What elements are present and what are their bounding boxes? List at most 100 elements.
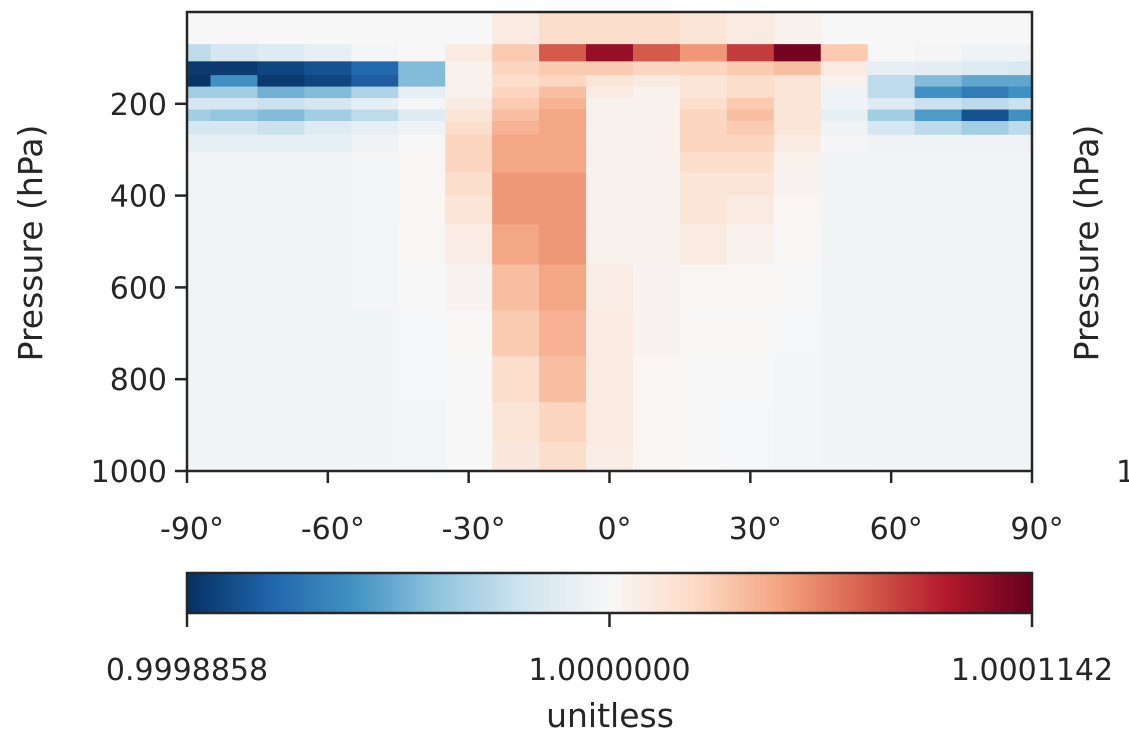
y-axis-label: Pressure (hPa) xyxy=(11,125,50,362)
heatmap-cell xyxy=(773,86,822,99)
heatmap-cell xyxy=(539,356,587,403)
heatmap-cell xyxy=(257,86,305,99)
heatmap-cell xyxy=(726,442,775,471)
heatmap-cell xyxy=(679,44,728,62)
heatmap-cell xyxy=(187,310,212,357)
heatmap-cell xyxy=(398,61,446,76)
heatmap-cell xyxy=(586,61,634,76)
heatmap-cell xyxy=(820,109,869,122)
colorbar-tick-label: 0.9998858 xyxy=(106,653,268,688)
heatmap-cell xyxy=(539,121,587,136)
heatmap-cell xyxy=(773,172,822,197)
heatmap-cell xyxy=(820,12,869,45)
heatmap-cell xyxy=(632,442,681,471)
heatmap-cell xyxy=(961,264,1010,311)
heatmap-cell xyxy=(679,12,728,45)
heatmap-cell xyxy=(961,152,1010,174)
heatmap-cell xyxy=(398,134,446,153)
heatmap-cell xyxy=(820,402,869,443)
heatmap-cell xyxy=(820,310,869,357)
heatmap-cell xyxy=(914,402,963,443)
heatmap-cell xyxy=(539,402,587,443)
heatmap-cell xyxy=(351,264,399,311)
heatmap-cell xyxy=(586,121,634,136)
heatmap-cell xyxy=(257,75,305,88)
heatmap-cell xyxy=(539,75,587,88)
heatmap-cell xyxy=(539,195,587,225)
heatmap-cell xyxy=(398,44,446,62)
x-tick-label: -90° xyxy=(160,512,224,547)
heatmap-cell xyxy=(726,152,775,174)
heatmap-cell xyxy=(398,98,446,111)
heatmap-cell xyxy=(867,310,916,357)
heatmap-cell xyxy=(445,152,493,174)
heatmap-cell xyxy=(445,109,493,122)
heatmap-cell xyxy=(586,224,634,266)
heatmap-cell xyxy=(679,152,728,174)
heatmap-cell xyxy=(492,44,540,62)
heatmap-cell xyxy=(257,402,305,443)
heatmap-cell xyxy=(773,12,822,45)
heatmap-cell xyxy=(1008,310,1032,357)
heatmap-cell xyxy=(679,121,728,136)
heatmap-cell xyxy=(539,172,587,197)
heatmap-cell xyxy=(773,264,822,311)
heatmap-cell xyxy=(820,152,869,174)
heatmap-cell xyxy=(914,61,963,76)
heatmap-cell xyxy=(304,442,352,471)
heatmap-cell xyxy=(961,134,1010,153)
heatmap-cell xyxy=(304,134,352,153)
heatmap-cell xyxy=(586,442,634,471)
heatmap-cell xyxy=(187,402,212,443)
heatmap-cell xyxy=(632,109,681,122)
heatmap-cell xyxy=(679,310,728,357)
heatmap-cell xyxy=(867,134,916,153)
heatmap-cell xyxy=(257,172,305,197)
heatmap-cell xyxy=(773,152,822,174)
heatmap-cell xyxy=(304,44,352,62)
heatmap-cell xyxy=(867,442,916,471)
heatmap-cell xyxy=(398,310,446,357)
heatmap-cell xyxy=(445,442,493,471)
heatmap-cell xyxy=(773,224,822,266)
heatmap-cell xyxy=(726,75,775,88)
heatmap-cell xyxy=(586,109,634,122)
heatmap-cell xyxy=(914,356,963,403)
heatmap-cell xyxy=(961,442,1010,471)
heatmap-cell xyxy=(820,86,869,99)
heatmap-cell xyxy=(351,109,399,122)
heatmap-cell xyxy=(304,109,352,122)
colorbar-tick-label: 1.0000000 xyxy=(528,653,690,688)
heatmap-cell xyxy=(445,310,493,357)
heatmap-cell xyxy=(398,356,446,403)
heatmap-cell xyxy=(539,86,587,99)
heatmap-cell xyxy=(867,86,916,99)
heatmap-cell xyxy=(632,356,681,403)
heatmap-cell xyxy=(914,86,963,99)
heatmap-cell xyxy=(820,224,869,266)
heatmap-cell xyxy=(961,195,1010,225)
heatmap-cell xyxy=(726,264,775,311)
heatmap-cell xyxy=(961,402,1010,443)
heatmap-cell xyxy=(726,109,775,122)
heatmap-cell xyxy=(398,442,446,471)
heatmap-cell xyxy=(726,44,775,62)
heatmap-cell xyxy=(187,152,212,174)
heatmap-cell xyxy=(257,61,305,76)
heatmap-cell xyxy=(210,86,259,99)
heatmap-cell xyxy=(961,121,1010,136)
heatmap-cell xyxy=(679,356,728,403)
heatmap-cell xyxy=(820,264,869,311)
heatmap-cell xyxy=(820,75,869,88)
heatmap-cell xyxy=(398,12,446,45)
heatmap-cell xyxy=(1008,86,1032,99)
heatmap-cell xyxy=(398,195,446,225)
heatmap-cell xyxy=(210,12,259,45)
heatmap-cell xyxy=(445,44,493,62)
colorbar-tick-label: 1.0001142 xyxy=(951,653,1113,688)
heatmap-cell xyxy=(1008,98,1032,111)
heatmap-cell xyxy=(773,121,822,136)
heatmap-cell xyxy=(586,152,634,174)
heatmap-cell xyxy=(586,195,634,225)
heatmap-cell xyxy=(773,310,822,357)
